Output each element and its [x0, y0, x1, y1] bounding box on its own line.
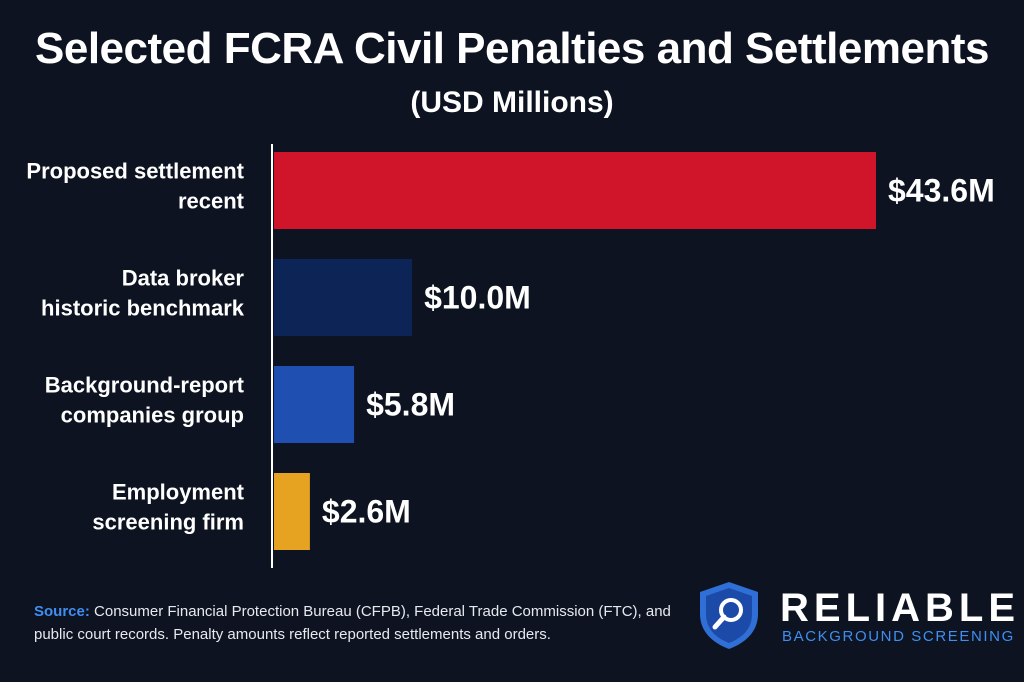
brand-tagline: BACKGROUND SCREENING	[782, 628, 1015, 645]
bar-2	[274, 259, 413, 336]
category-label-line: historic benchmark	[41, 296, 245, 321]
category-label-line: Background-report	[45, 373, 245, 398]
chart-title: Selected FCRA Civil Penalties and Settle…	[35, 24, 989, 73]
source-key: Source:	[34, 603, 90, 620]
category-label-line: Employment	[112, 480, 245, 505]
category-label-1: Proposed settlement recent	[26, 159, 244, 214]
bar-3	[274, 366, 355, 443]
source-note: Source: Consumer Financial Protection Bu…	[34, 600, 674, 646]
category-label-line: Data broker	[122, 266, 245, 291]
bar-4	[274, 473, 310, 550]
value-label-3: $5.8M	[366, 387, 455, 423]
brand-logo: RELIABLE BACKGROUND SCREENING	[696, 580, 1015, 650]
value-label-2: $10.0M	[424, 280, 531, 316]
category-label-line: Proposed settlement	[26, 159, 244, 184]
magnifier-shield-icon	[700, 582, 758, 649]
category-label-3: Background-report companies group	[45, 373, 245, 428]
category-label-line: recent	[178, 189, 245, 214]
category-label-4: Employment screening firm	[92, 480, 244, 535]
category-label-line: screening firm	[92, 510, 244, 535]
bar-chart: $43.6M Proposed settlement recent $10.0M Dat…	[26, 144, 995, 568]
chart-subtitle: (USD Millions)	[410, 86, 614, 119]
brand-name: RELIABLE	[780, 586, 1020, 630]
bar-1	[274, 152, 876, 229]
category-label-2: Data broker historic benchmark	[41, 266, 245, 321]
value-label-1: $43.6M	[888, 173, 995, 209]
value-label-4: $2.6M	[322, 494, 411, 530]
source-text: Consumer Financial Protection Bureau (CF…	[34, 603, 671, 643]
category-label-line: companies group	[61, 403, 244, 428]
